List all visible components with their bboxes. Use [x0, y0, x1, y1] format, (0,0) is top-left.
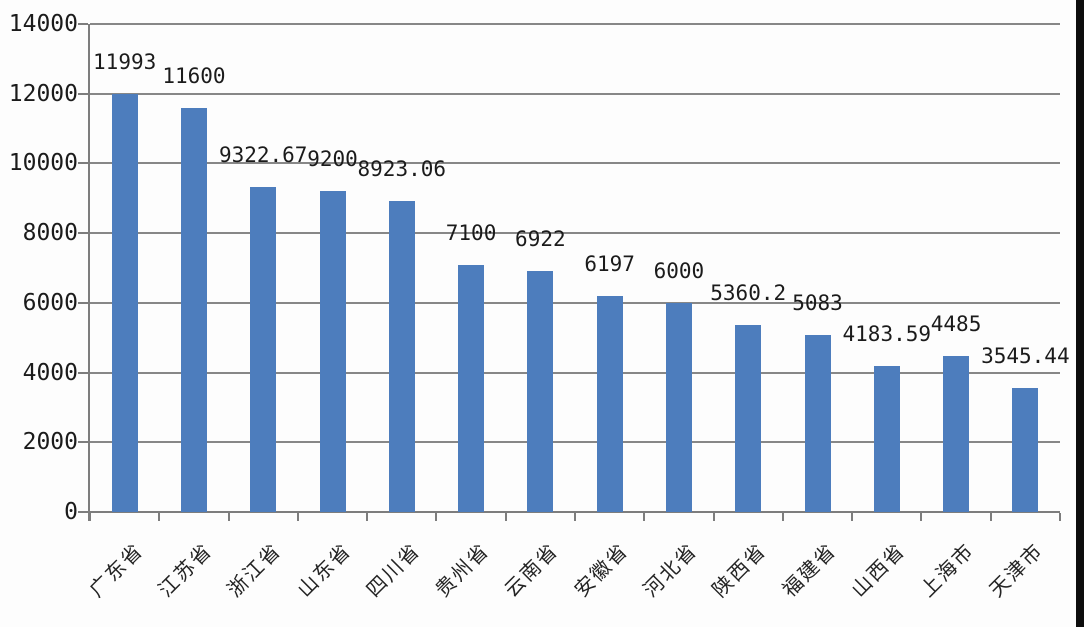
y-gridline	[90, 232, 1060, 235]
y-gridline	[90, 162, 1060, 165]
bar-value-label: 6197	[584, 251, 635, 276]
y-axis-tick	[78, 23, 88, 25]
y-axis-label: 6000	[22, 289, 78, 316]
x-axis-tick	[435, 513, 438, 521]
x-axis-tick	[1059, 513, 1061, 521]
bar-value-label: 11600	[162, 63, 226, 88]
x-axis-tick	[574, 513, 576, 521]
x-axis-label: 浙江省	[222, 538, 287, 602]
y-gridline	[90, 92, 1060, 95]
y-axis-tick	[78, 511, 88, 513]
y-axis-label: 12000	[8, 80, 78, 107]
bar	[596, 295, 623, 512]
x-axis-label: 山东省	[291, 538, 356, 602]
bar	[665, 302, 692, 512]
x-axis-tick	[296, 513, 299, 521]
bar-value-label: 11993	[93, 49, 157, 74]
y-axis-label: 2000	[22, 429, 78, 456]
x-axis-tick	[504, 513, 507, 521]
x-axis-tick	[158, 513, 161, 521]
bar	[1012, 388, 1039, 512]
x-axis-tick	[643, 513, 646, 521]
x-axis-label: 上海市	[915, 538, 980, 602]
x-axis-label: 陕西省	[707, 538, 772, 602]
y-gridline	[90, 371, 1060, 374]
y-axis-tick	[78, 371, 88, 374]
x-axis-label: 四川省	[361, 538, 425, 602]
x-axis-label: 天津市	[984, 538, 1049, 602]
x-axis-label: 山西省	[846, 538, 910, 602]
bar-value-label: 5360.2	[710, 281, 787, 306]
x-axis-tick	[781, 513, 784, 521]
bar-value-label: 5083	[792, 290, 843, 315]
x-axis-tick	[89, 513, 91, 521]
bar	[319, 191, 346, 512]
bar	[458, 264, 485, 512]
x-axis-label: 安徽省	[568, 538, 633, 602]
bar-value-label: 9200	[307, 147, 358, 172]
x-axis-tick	[851, 513, 854, 521]
x-axis-label: 河北省	[638, 538, 702, 602]
x-axis-line	[88, 511, 1060, 513]
bar-value-label: 6000	[653, 258, 705, 283]
x-axis-label: 广东省	[83, 538, 148, 602]
bar	[804, 334, 831, 512]
x-axis-label: 云南省	[499, 538, 564, 602]
y-gridline	[90, 301, 1060, 304]
y-axis-tick	[78, 232, 88, 235]
bar	[180, 107, 207, 512]
bar	[111, 93, 138, 512]
bar-value-label: 9322.67	[218, 143, 308, 168]
y-axis-tick	[78, 301, 88, 304]
x-axis-label: 福建省	[776, 538, 841, 602]
x-axis-tick	[920, 513, 923, 521]
x-axis-tick	[366, 513, 369, 521]
y-axis-label: 14000	[8, 11, 78, 37]
bar-value-label: 6922	[515, 226, 566, 251]
bar-value-label: 3545.44	[981, 344, 1070, 369]
x-axis-tick	[712, 513, 715, 521]
bar	[873, 366, 900, 512]
y-axis-label: 8000	[22, 220, 78, 247]
bar-value-label: 4183.59	[842, 322, 932, 347]
y-axis-label: 0	[64, 499, 78, 525]
y-axis-tick	[78, 92, 88, 95]
bar-value-label: 8923.06	[357, 156, 447, 181]
x-axis-tick	[227, 513, 230, 521]
y-gridline	[90, 441, 1060, 444]
bar	[250, 187, 277, 512]
y-gridline	[90, 23, 1060, 25]
bar	[527, 270, 554, 512]
bar-value-label: 4485	[930, 311, 982, 336]
x-axis-label: 贵州省	[430, 538, 495, 602]
x-axis-tick	[989, 513, 992, 521]
y-axis-tick	[78, 162, 88, 165]
y-axis-label: 10000	[8, 150, 78, 177]
y-axis-tick	[78, 441, 88, 444]
y-axis-label: 4000	[22, 359, 78, 386]
y-axis-line	[88, 24, 90, 521]
bar	[735, 325, 762, 512]
bar-value-label: 7100	[445, 220, 497, 245]
x-axis-label: 江苏省	[153, 538, 217, 602]
image-right-border	[1076, 0, 1084, 627]
bar	[388, 200, 415, 512]
bar	[943, 355, 970, 512]
